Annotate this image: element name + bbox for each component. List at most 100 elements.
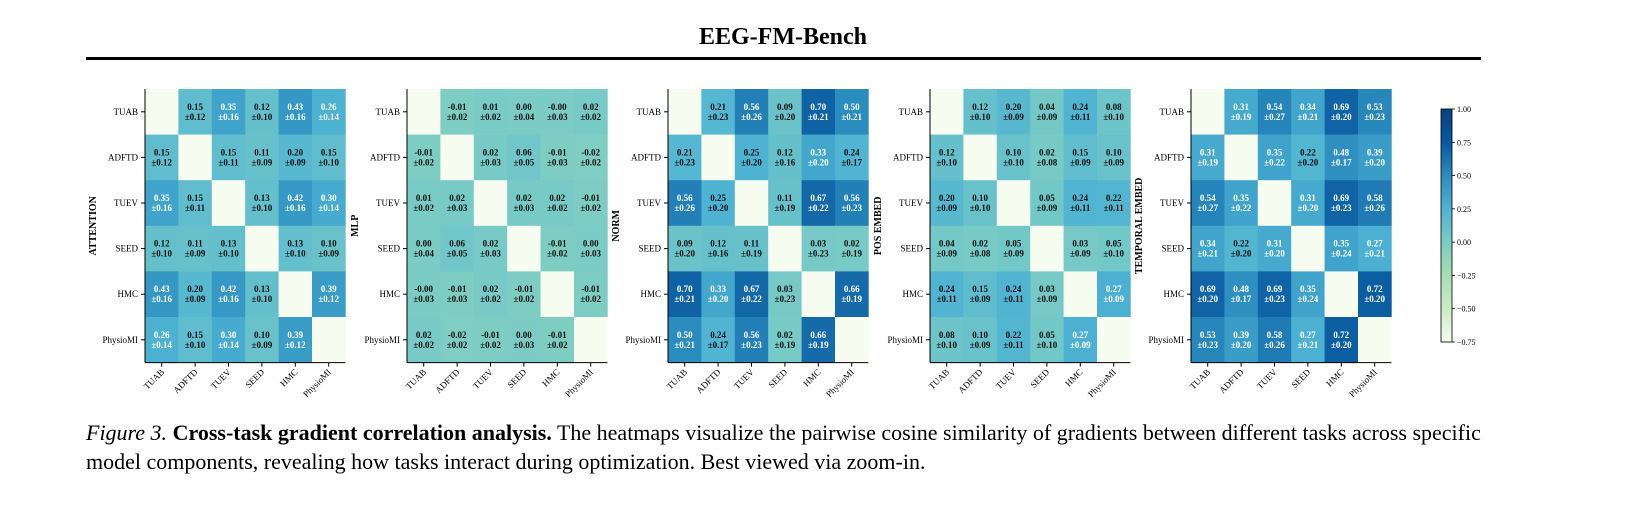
- y-tick-label: TUEV: [1160, 198, 1184, 208]
- cell-value-label: 0.02: [1039, 147, 1055, 157]
- cell-value-label: 0.56: [744, 330, 760, 340]
- cell-std-label: ±0.09: [1070, 249, 1091, 259]
- heatmap-cell-3-4-3: [734, 225, 769, 272]
- heatmap-cell-4-2-2: [963, 134, 998, 181]
- cell-value-label: 0.10: [321, 239, 337, 249]
- cell-value-label: 0.04: [939, 239, 955, 249]
- x-tick-label: SEED: [1028, 367, 1051, 390]
- cell-value-label: 0.72: [1367, 284, 1383, 294]
- cell-value-label: -0.00: [414, 284, 433, 294]
- cell-std-label: ±0.19: [741, 249, 762, 259]
- cell-value-label: 0.50: [844, 102, 860, 112]
- heatmap-cell-3-4-1: [668, 225, 702, 272]
- heatmap-cell-5-6-5: [1324, 317, 1359, 363]
- heatmap-cell-5-3-3: [1257, 180, 1292, 227]
- cell-std-label: ±0.22: [808, 203, 829, 213]
- cell-value-label: 0.24: [939, 284, 955, 294]
- heatmap-cell-4-4-5: [1063, 225, 1098, 272]
- cell-value-label: 0.22: [1300, 147, 1316, 157]
- cell-value-label: 0.42: [221, 284, 237, 294]
- heatmap-cell-1-4-1: [145, 225, 179, 272]
- cell-std-label: ±0.23: [1364, 112, 1385, 122]
- cell-std-label: ±0.02: [547, 340, 568, 350]
- heatmap-cell-2-5-4: [507, 271, 541, 318]
- heatmap-cell-4-1-1: [930, 89, 964, 135]
- cell-std-label: ±0.22: [1231, 203, 1252, 213]
- caption-body: The heatmaps visualize the pairwise cosi…: [86, 420, 1481, 474]
- cell-std-label: ±0.03: [514, 203, 535, 213]
- heatmap-cell-3-4-4: [768, 225, 802, 272]
- cell-std-label: ±0.09: [252, 157, 273, 167]
- heatmap-cell-5-6-4: [1291, 317, 1325, 363]
- cell-value-label: 0.43: [154, 284, 170, 294]
- cell-value-label: 0.58: [1367, 193, 1383, 203]
- heatmap-cell-5-2-4: [1291, 134, 1325, 181]
- cell-std-label: ±0.23: [1197, 340, 1218, 350]
- heatmap-cell-1-3-1: [145, 180, 179, 227]
- cell-std-label: ±0.09: [1103, 294, 1124, 304]
- x-tick-label: TUAB: [927, 367, 951, 391]
- y-tick-label: ADFTD: [1154, 152, 1185, 162]
- cell-value-label: 0.27: [1072, 330, 1088, 340]
- heatmap-cell-4-6-4: [1030, 317, 1064, 363]
- cell-value-label: 0.39: [321, 284, 337, 294]
- heatmap-cell-3-5-2: [701, 271, 736, 318]
- heatmap-cell-2-3-3: [473, 180, 508, 227]
- y-tick-label: SEED: [901, 244, 924, 254]
- y-tick-label: SEED: [116, 244, 139, 254]
- cell-std-label: ±0.03: [547, 112, 568, 122]
- cell-std-label: ±0.09: [185, 294, 206, 304]
- cell-std-label: ±0.24: [1298, 294, 1319, 304]
- heatmap-cell-1-2-1: [145, 134, 179, 181]
- y-tick-label: PhysioMI: [887, 335, 923, 345]
- cell-std-label: ±0.12: [318, 294, 339, 304]
- cell-value-label: 0.31: [1300, 193, 1316, 203]
- heatmap-cell-1-3-6: [312, 180, 346, 227]
- cell-std-label: ±0.10: [252, 294, 273, 304]
- cell-std-label: ±0.20: [1364, 294, 1385, 304]
- cell-value-label: 0.15: [321, 147, 337, 157]
- heatmap-cell-1-5-2: [178, 271, 213, 318]
- x-tick-label: PhysioMI: [824, 367, 856, 399]
- x-tick-label: PhysioMI: [1086, 367, 1118, 399]
- cell-std-label: ±0.19: [1197, 157, 1218, 167]
- cell-value-label: 0.03: [777, 284, 793, 294]
- cell-value-label: 0.05: [1039, 193, 1055, 203]
- cell-value-label: -0.02: [448, 330, 467, 340]
- heatmap-cell-3-6-2: [701, 317, 736, 363]
- heatmap-cell-3-3-4: [768, 180, 802, 227]
- x-tick-label: TUEV: [471, 367, 495, 391]
- cell-std-label: ±0.16: [285, 112, 306, 122]
- heatmap-cell-4-5-3: [996, 271, 1031, 318]
- heatmap-cell-5-3-1: [1191, 180, 1225, 227]
- heatmap-cell-3-4-5: [801, 225, 836, 272]
- cell-value-label: 0.00: [516, 330, 532, 340]
- cell-value-label: 0.27: [1300, 330, 1316, 340]
- cell-std-label: ±0.10: [1103, 249, 1124, 259]
- heatmap-cell-5-1-5: [1324, 89, 1359, 135]
- cell-std-label: ±0.22: [1264, 157, 1285, 167]
- heatmap-cell-1-5-1: [145, 271, 179, 318]
- heatmap-cell-3-3-5: [801, 180, 836, 227]
- heatmap-cell-2-5-5: [540, 271, 575, 318]
- heatmap-cell-4-3-1: [930, 180, 964, 227]
- heatmap-cell-3-1-2: [701, 89, 736, 135]
- heatmap-cell-1-5-3: [211, 271, 246, 318]
- cell-value-label: 0.11: [744, 239, 760, 249]
- heatmap-cell-4-2-5: [1063, 134, 1098, 181]
- heatmap-cell-2-2-3: [473, 134, 508, 181]
- cell-std-label: ±0.23: [841, 203, 862, 213]
- x-tick-label: PhysioMI: [1347, 367, 1379, 399]
- heatmap-cell-1-3-5: [278, 180, 313, 227]
- cell-std-label: ±0.12: [285, 340, 306, 350]
- heatmap-cell-3-3-2: [701, 180, 736, 227]
- y-tick-label: TUEV: [637, 198, 661, 208]
- cell-std-label: ±0.14: [218, 340, 239, 350]
- cell-std-label: ±0.09: [1070, 157, 1091, 167]
- cell-value-label: 0.34: [1300, 102, 1316, 112]
- cell-value-label: 0.21: [677, 147, 693, 157]
- heatmap-cell-1-2-6: [312, 134, 346, 181]
- heatmap-cell-4-5-6: [1097, 271, 1131, 318]
- heatmap-cell-2-2-6: [574, 134, 608, 181]
- cell-std-label: ±0.12: [151, 157, 172, 167]
